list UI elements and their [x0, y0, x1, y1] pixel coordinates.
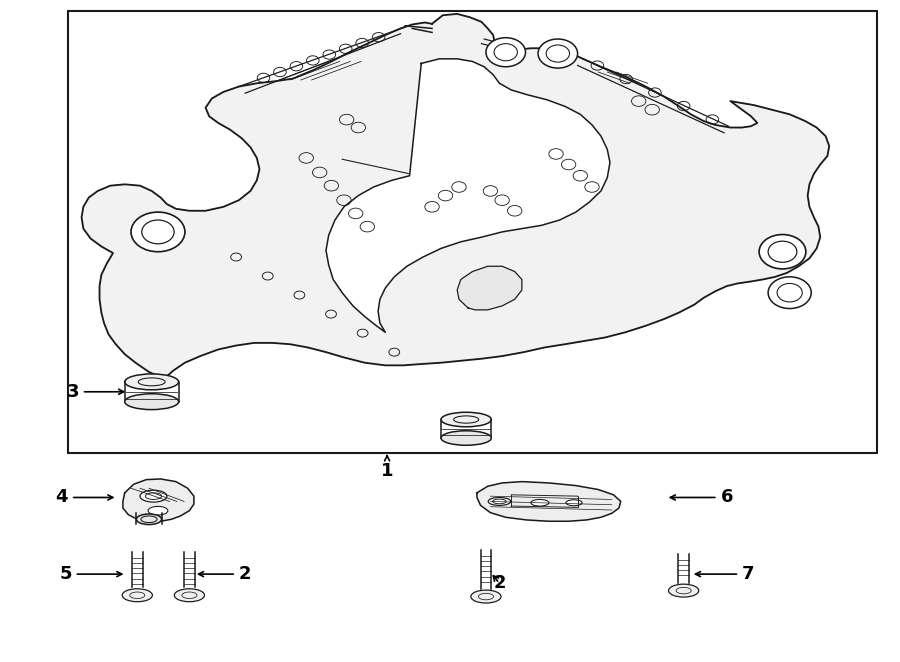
- Text: 7: 7: [696, 565, 754, 583]
- Circle shape: [131, 212, 184, 252]
- Ellipse shape: [125, 374, 178, 390]
- Text: 5: 5: [59, 565, 122, 583]
- Polygon shape: [457, 266, 522, 310]
- Text: 2: 2: [199, 565, 251, 583]
- Text: 2: 2: [493, 575, 506, 592]
- Polygon shape: [477, 482, 621, 521]
- Ellipse shape: [137, 514, 161, 524]
- Ellipse shape: [148, 506, 167, 515]
- Polygon shape: [82, 14, 829, 379]
- Text: 6: 6: [670, 489, 733, 506]
- Ellipse shape: [441, 412, 491, 427]
- Circle shape: [768, 277, 811, 308]
- Ellipse shape: [122, 589, 152, 602]
- Ellipse shape: [566, 500, 582, 506]
- Bar: [68, 11, 877, 453]
- Polygon shape: [326, 59, 610, 332]
- Ellipse shape: [140, 490, 166, 502]
- Ellipse shape: [471, 590, 501, 603]
- Circle shape: [538, 39, 578, 68]
- Ellipse shape: [488, 497, 510, 505]
- Text: 4: 4: [56, 489, 112, 506]
- Circle shape: [486, 38, 526, 67]
- Polygon shape: [123, 479, 194, 521]
- Text: 3: 3: [67, 383, 123, 401]
- Ellipse shape: [531, 499, 549, 506]
- Ellipse shape: [669, 584, 698, 597]
- Text: 1: 1: [381, 455, 393, 480]
- Ellipse shape: [175, 589, 204, 602]
- Ellipse shape: [125, 394, 178, 410]
- Circle shape: [759, 234, 806, 269]
- Ellipse shape: [441, 431, 491, 446]
